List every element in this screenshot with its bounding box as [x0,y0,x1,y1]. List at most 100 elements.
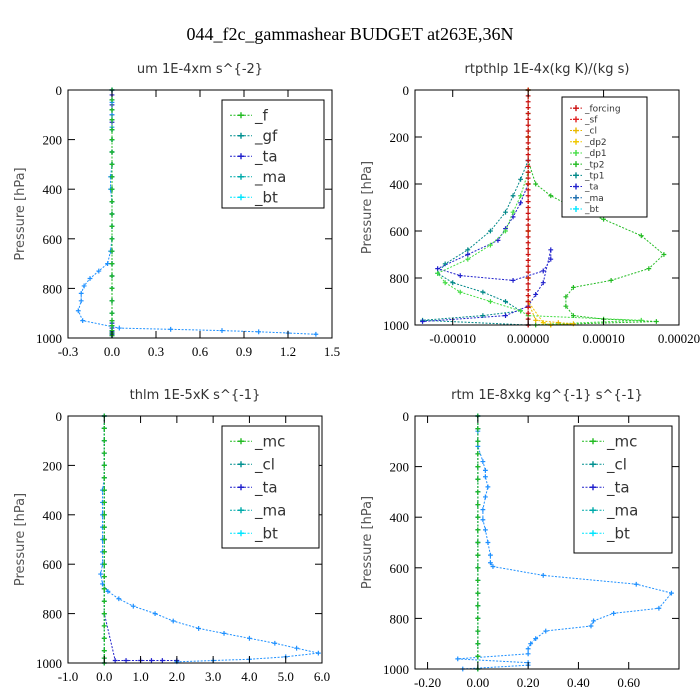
panel-3: thlm 1E-5xK s^{-1} Pressure [hPa] -1.0 0.0 1… [13,388,330,684]
data-point [503,209,508,215]
data-point [525,651,531,657]
data-point [480,517,486,523]
data-point [475,641,481,647]
data-point [315,650,321,656]
legend-marker [238,153,244,160]
x-tick-label: 5.0 [278,669,294,684]
data-point [101,524,107,530]
data-point [465,247,471,253]
panel-title: um 1E-4xm s^{-2} [137,62,263,77]
legend-marker [573,116,579,123]
data-point [101,586,107,592]
data-point [109,273,115,279]
data-point [525,310,531,316]
data-point [442,280,448,286]
data-point [221,630,227,636]
data-point [525,128,531,134]
data-point [101,537,107,542]
series-dp1 [435,87,644,328]
data-point [475,628,481,634]
data-point [101,475,107,481]
y-tick-label: 800 [390,271,410,286]
data-point [483,527,488,533]
data-point [540,320,546,326]
panel-4: rtm 1E-8xkg kg^{-1} s^{-1} Pressure [hPa]… [360,388,680,690]
legend-marker [590,507,596,514]
y-axis-label: Pressure [hPa] [13,493,28,586]
y-tick-label: 800 [43,281,63,296]
legend-marker [238,461,244,468]
legend-label: _sf [584,116,598,126]
data-point [109,107,115,113]
data-point [488,552,493,558]
legend-marker [238,194,244,201]
legend-marker [573,138,579,145]
x-tick-label: -0.00010 [429,331,476,346]
x-tick-label: 0.60 [617,675,640,690]
y-tick-label: 800 [390,611,410,626]
data-point [485,540,491,545]
legend-label: _cl [606,456,627,475]
legend-marker [238,132,244,139]
legend-label: _mc [254,433,285,452]
data-point [548,256,554,262]
data-point [525,228,531,234]
x-tick-label: 0.3 [148,344,164,359]
x-tick-label: 0.00000 [507,331,549,346]
data-point [101,561,107,567]
data-point [109,149,115,155]
data-point [540,572,546,578]
data-point [101,611,107,616]
legend-marker [573,149,579,156]
data-point [503,299,508,304]
data-point [87,276,93,281]
y-axis-label: Pressure [hPa] [360,161,375,254]
x-tick-label: 0.20 [517,675,540,690]
legend-item: _bt [230,189,278,208]
data-point [98,571,104,577]
legend-label: _tp2 [584,160,604,170]
data-point [656,605,662,611]
data-point [540,280,546,286]
series-forcing [525,87,531,328]
data-point [465,256,471,262]
legend-item: _ma [230,168,286,187]
legend-label: _ta [584,183,599,193]
data-point [571,285,576,290]
legend-item: _mc [582,433,637,452]
data-point [669,590,674,596]
legend-label: _f [254,107,269,126]
legend-marker [573,205,579,212]
data-point [480,507,486,513]
legend-item: _bt [582,525,630,544]
plot-frame [414,89,680,326]
data-point [525,181,531,187]
y-tick-label: 400 [390,510,410,525]
data-point [633,581,639,587]
legend-marker [573,105,579,112]
data-point [96,268,102,274]
legend-label: _ta [254,479,278,498]
data-point [525,299,531,304]
data-point [101,648,107,654]
data-point [525,205,531,210]
legend-item: _sf [570,116,598,126]
data-point [510,193,516,199]
data-point [563,303,569,309]
legend-box [221,99,325,209]
data-point [78,298,84,304]
data-point [571,321,576,327]
data-point [525,210,531,216]
legend-item: _dp1 [570,149,607,159]
legend-label: _bt [254,525,278,544]
legend-marker [238,484,244,491]
data-point [109,261,115,266]
x-tick-label: 3.0 [205,669,221,684]
legend-label: _dp2 [584,138,607,148]
data-point [495,238,501,243]
data-point [109,224,115,229]
data-point [525,234,531,240]
y-tick-label: 600 [390,224,410,239]
series-line [436,90,642,326]
